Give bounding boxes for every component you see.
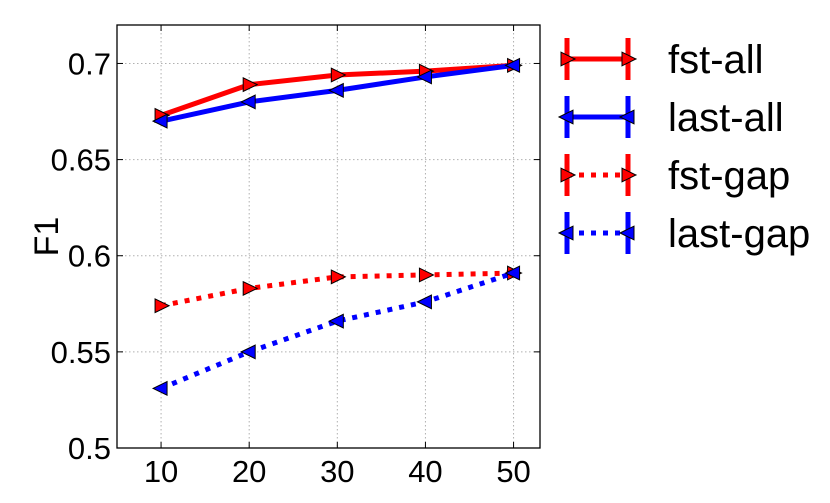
legend-marker	[621, 51, 638, 67]
data-point	[242, 77, 259, 93]
series-last-all	[151, 57, 521, 129]
data-point	[504, 57, 521, 73]
legend-label: fst-gap	[668, 154, 790, 198]
legend: fst-all last-all fst-gap last-gap	[557, 38, 810, 256]
data-point	[154, 298, 171, 314]
data-point	[416, 69, 432, 85]
x-tick-label: 10	[144, 454, 178, 489]
legend-item-fst-all: fst-all	[560, 38, 764, 82]
legend-marker	[560, 167, 577, 183]
x-tick-label: 30	[320, 454, 354, 489]
x-tick-label: 20	[232, 454, 266, 489]
legend-item-fst-gap: fst-gap	[560, 154, 790, 198]
legend-marker	[557, 109, 574, 125]
legend-marker	[618, 109, 635, 125]
grid	[117, 25, 540, 449]
legend-marker	[618, 225, 635, 241]
data-point	[151, 380, 168, 396]
plot-area	[116, 24, 541, 449]
x-tick-label: 50	[496, 454, 530, 489]
y-tick-label: 0.65	[51, 143, 111, 178]
y-tick-label: 0.7	[68, 46, 111, 81]
legend-item-last-all: last-all	[557, 96, 784, 140]
data-point	[242, 280, 259, 297]
series-group	[151, 57, 523, 396]
data-point	[330, 67, 347, 83]
legend-label: last-all	[668, 96, 784, 140]
y-axis-label: F1	[28, 217, 66, 257]
data-point	[416, 294, 432, 310]
legend-label: last-gap	[668, 212, 810, 256]
legend-marker	[621, 167, 638, 183]
data-point	[240, 94, 256, 110]
data-point	[328, 313, 344, 329]
series-last-gap	[151, 265, 521, 396]
data-point	[504, 265, 521, 281]
y-tick-label: 0.5	[68, 431, 111, 466]
y-tick-label: 0.6	[68, 239, 111, 274]
series-line	[160, 270, 515, 391]
x-tick-label: 40	[408, 454, 442, 489]
legend-item-last-gap: last-gap	[557, 212, 810, 256]
data-point	[328, 82, 344, 98]
data-point	[418, 267, 435, 283]
data-point	[151, 113, 168, 129]
legend-marker	[557, 225, 574, 241]
y-tick-label: 0.55	[51, 335, 111, 370]
series-fst-gap	[154, 265, 523, 314]
ticks: 10 20 30 40 50 0.5 0.55 0.6 0.65 0.7	[51, 25, 540, 489]
legend-label: fst-all	[668, 38, 764, 82]
data-point	[240, 344, 256, 360]
data-point	[330, 269, 347, 285]
legend-marker	[560, 51, 577, 67]
